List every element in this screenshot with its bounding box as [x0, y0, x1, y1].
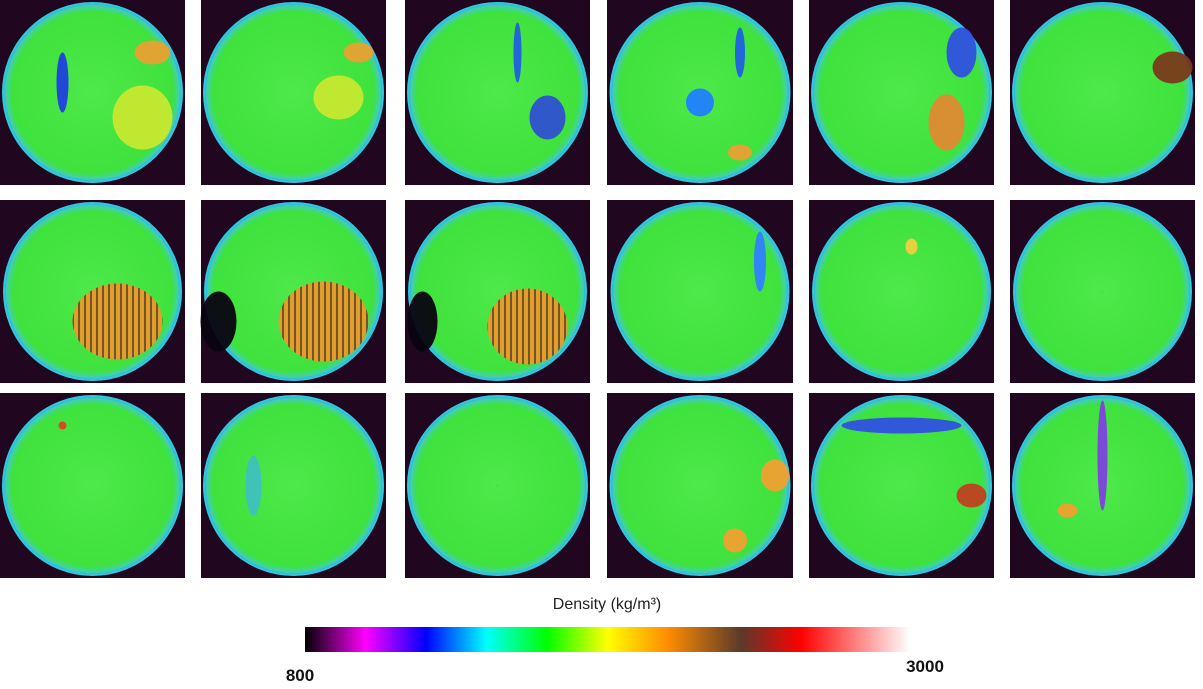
sample-disc — [812, 202, 991, 381]
density-feature — [112, 85, 173, 150]
scan-panel — [607, 0, 793, 185]
scan-panel — [0, 393, 185, 578]
density-feature — [134, 40, 171, 65]
density-feature — [1101, 290, 1104, 293]
sample-disc — [407, 2, 588, 183]
scan-panel — [607, 200, 793, 383]
colorbar-title: Density (kg/m³) — [553, 596, 661, 613]
density-feature — [1152, 51, 1193, 84]
density-feature — [735, 27, 745, 78]
scan-panel — [809, 0, 994, 185]
scan-panel — [1010, 0, 1195, 185]
sample-disc — [408, 202, 587, 381]
scan-panel — [405, 0, 590, 185]
density-feature — [686, 88, 714, 117]
sample-disc — [609, 395, 791, 576]
scan-panel — [0, 0, 185, 185]
colorbar — [305, 627, 910, 652]
density-feature — [1097, 400, 1108, 511]
sample-disc — [2, 395, 183, 576]
density-feature — [1057, 503, 1078, 518]
density-feature — [513, 22, 522, 83]
sample-disc — [204, 202, 383, 381]
density-feature — [313, 75, 364, 120]
density-feature — [728, 144, 752, 161]
scan-panel — [200, 200, 386, 383]
density-feature — [343, 42, 374, 63]
density-feature — [407, 291, 438, 352]
colorbar-min: 800 — [286, 666, 314, 685]
density-feature — [928, 94, 965, 151]
sample-disc — [811, 395, 992, 576]
density-feature — [529, 95, 566, 140]
density-feature — [496, 484, 499, 487]
sample-disc — [203, 395, 384, 576]
scan-panel — [809, 200, 994, 383]
scan-panel — [201, 393, 386, 578]
sample-disc — [1012, 2, 1193, 183]
density-feature — [56, 52, 69, 113]
density-feature — [841, 417, 962, 434]
scan-panel — [607, 393, 793, 578]
scan-panels — [0, 0, 1195, 578]
density-feature — [956, 483, 987, 508]
density-feature — [905, 238, 918, 255]
sample-disc — [610, 202, 790, 381]
density-feature — [761, 459, 789, 492]
scan-panel — [809, 393, 994, 578]
colorbar-max: 3000 — [906, 657, 944, 676]
density-feature — [278, 281, 369, 362]
scan-panel — [1010, 200, 1195, 383]
scan-panel — [201, 0, 386, 185]
density-feature — [723, 528, 747, 553]
density-feature — [487, 288, 568, 365]
density-feature — [754, 231, 766, 292]
sample-disc — [203, 2, 384, 183]
scan-panel — [1010, 393, 1195, 578]
scan-panel — [405, 393, 590, 578]
density-feature — [72, 283, 163, 360]
density-feature — [245, 455, 262, 516]
density-feature — [58, 421, 67, 430]
scan-panel — [405, 200, 590, 383]
scan-panel — [0, 200, 185, 383]
density-feature — [946, 27, 977, 78]
density-feature — [200, 291, 237, 352]
